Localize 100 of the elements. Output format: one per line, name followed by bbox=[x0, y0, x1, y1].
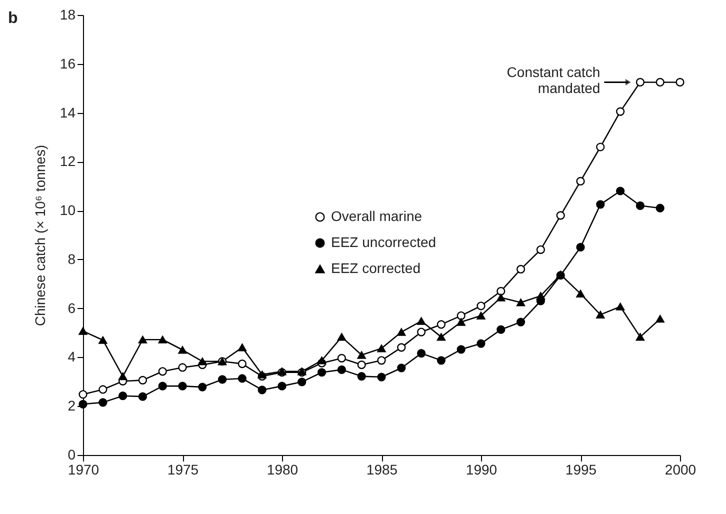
point bbox=[656, 78, 664, 87]
point bbox=[676, 78, 684, 87]
point bbox=[456, 345, 466, 354]
point bbox=[596, 142, 605, 152]
point bbox=[496, 294, 506, 302]
point bbox=[357, 372, 366, 381]
point bbox=[416, 349, 426, 358]
point bbox=[337, 333, 346, 341]
point bbox=[596, 310, 605, 318]
legend-label: EEZ corrected bbox=[331, 260, 420, 276]
point bbox=[636, 78, 645, 87]
point bbox=[98, 385, 108, 394]
point bbox=[476, 312, 486, 320]
point bbox=[357, 351, 366, 359]
point bbox=[357, 360, 366, 370]
point bbox=[138, 336, 148, 344]
y-tick-label: 14 bbox=[60, 104, 76, 120]
point bbox=[158, 382, 167, 390]
x-tick-label: 1975 bbox=[167, 462, 199, 478]
point bbox=[576, 242, 585, 252]
point bbox=[238, 344, 247, 352]
x-tick-label: 1990 bbox=[466, 462, 498, 478]
x-tick-label: 1980 bbox=[266, 462, 298, 478]
y-tick-label: 2 bbox=[68, 398, 76, 414]
point bbox=[536, 292, 546, 300]
point bbox=[118, 392, 128, 400]
point bbox=[476, 302, 486, 310]
chart-title: b bbox=[8, 10, 18, 27]
y-tick-label: 16 bbox=[60, 55, 76, 72]
y-tick-label: 12 bbox=[60, 153, 76, 170]
point bbox=[377, 372, 386, 382]
point bbox=[178, 363, 187, 372]
point bbox=[456, 311, 466, 320]
point bbox=[118, 372, 128, 380]
point bbox=[476, 339, 486, 348]
x-tick-label: 2000 bbox=[664, 462, 696, 478]
y-tick-label: 10 bbox=[60, 202, 76, 218]
point bbox=[576, 176, 585, 186]
legend-label: Overall marine bbox=[331, 208, 422, 224]
point bbox=[377, 356, 386, 365]
point bbox=[317, 356, 326, 364]
y-tick-label: 8 bbox=[68, 250, 76, 267]
point bbox=[616, 107, 625, 116]
point bbox=[456, 318, 466, 326]
point bbox=[337, 365, 346, 374]
point bbox=[436, 356, 446, 365]
point bbox=[258, 370, 266, 378]
x-tick-label: 1985 bbox=[366, 462, 398, 478]
point bbox=[238, 374, 247, 383]
point bbox=[78, 327, 88, 335]
point bbox=[158, 336, 167, 344]
point bbox=[656, 204, 664, 212]
point bbox=[636, 333, 645, 341]
point bbox=[616, 302, 625, 310]
point bbox=[576, 290, 585, 298]
point bbox=[397, 328, 406, 336]
point bbox=[178, 382, 187, 390]
point bbox=[98, 398, 108, 407]
legend-label: EEZ uncorrected bbox=[331, 234, 436, 250]
point bbox=[138, 376, 148, 384]
point bbox=[198, 382, 207, 392]
point bbox=[238, 360, 247, 368]
point bbox=[516, 298, 526, 306]
point bbox=[98, 336, 108, 344]
point bbox=[397, 364, 406, 372]
y-tick-label: 6 bbox=[68, 300, 76, 316]
point bbox=[536, 245, 546, 254]
point bbox=[516, 318, 526, 326]
point bbox=[496, 325, 506, 334]
point bbox=[397, 343, 406, 352]
point bbox=[516, 264, 526, 274]
y-tick-label: 18 bbox=[60, 6, 76, 22]
point bbox=[416, 317, 426, 325]
point bbox=[298, 378, 306, 386]
x-tick-label: 1970 bbox=[68, 462, 100, 478]
y-axis-title: Chinese catch (× 10⁶ tonnes) bbox=[32, 144, 48, 326]
y-tick-label: 4 bbox=[68, 348, 76, 365]
y-tick-label: 0 bbox=[68, 446, 76, 462]
point bbox=[656, 315, 664, 323]
point bbox=[218, 375, 227, 384]
point bbox=[436, 320, 446, 329]
point bbox=[496, 286, 506, 296]
point bbox=[416, 328, 426, 336]
point bbox=[138, 392, 148, 401]
point bbox=[337, 354, 346, 362]
point bbox=[78, 390, 88, 399]
point bbox=[317, 368, 326, 377]
point bbox=[278, 382, 286, 390]
annotation: Constant catch mandated bbox=[506, 64, 600, 96]
point bbox=[377, 344, 386, 352]
point bbox=[556, 211, 565, 220]
point bbox=[636, 201, 645, 210]
point bbox=[258, 386, 266, 394]
point bbox=[178, 346, 187, 354]
point bbox=[596, 200, 605, 209]
point bbox=[616, 186, 625, 196]
point bbox=[158, 367, 167, 376]
point bbox=[436, 333, 446, 341]
point bbox=[198, 358, 207, 366]
x-tick-label: 1995 bbox=[565, 462, 597, 478]
